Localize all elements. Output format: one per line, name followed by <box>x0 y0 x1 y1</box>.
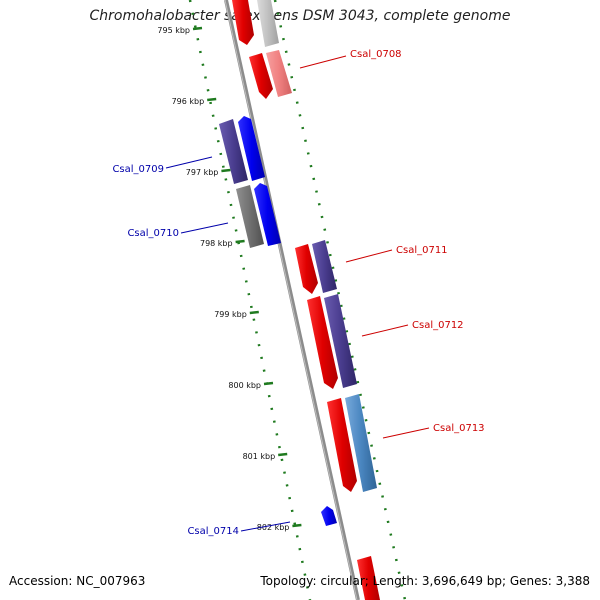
gene-feature[interactable] <box>266 50 292 97</box>
genome-backbone <box>224 0 360 600</box>
gene-feature[interactable] <box>345 394 377 492</box>
gene-leader-line <box>165 156 213 169</box>
genome-title: Chromohalobacter salexigens DSM 3043, co… <box>89 8 511 24</box>
tick-mark <box>192 26 203 31</box>
gene-label[interactable]: Csal_0714 <box>187 526 239 537</box>
gene-feature[interactable] <box>254 183 281 246</box>
tick-mark <box>278 452 288 457</box>
gene-leader-line <box>345 249 393 263</box>
tick-label: 796 kbp <box>172 97 205 106</box>
tick-mark <box>221 168 231 173</box>
gene-label[interactable]: Csal_0712 <box>412 320 464 331</box>
gene-leader-line <box>180 222 229 234</box>
gene-feature[interactable] <box>327 398 357 492</box>
gene-leader-line <box>240 521 291 532</box>
gene-feature[interactable] <box>232 0 254 45</box>
gene-label[interactable]: Csal_0711 <box>396 245 448 256</box>
gene-label[interactable]: Csal_0713 <box>433 423 485 434</box>
tick-mark <box>249 310 259 315</box>
gene-feature[interactable] <box>357 556 380 600</box>
gene-label[interactable]: Csal_0708 <box>350 49 402 60</box>
tick-mark <box>292 523 302 528</box>
gene-feature[interactable] <box>257 0 279 47</box>
gene-feature[interactable] <box>249 53 273 99</box>
gene-feature[interactable] <box>321 506 337 526</box>
tick-label: 801 kbp <box>243 452 276 461</box>
gene-feature[interactable] <box>312 240 337 293</box>
tick-label: 800 kbp <box>228 381 261 390</box>
tick-label: 797 kbp <box>186 168 219 177</box>
accession-text: Accession: NC_007963 <box>9 574 146 588</box>
gene-feature[interactable] <box>238 116 265 181</box>
tick-label: 799 kbp <box>214 310 247 319</box>
genome-summary-text: Topology: circular; Length: 3,696,649 bp… <box>260 574 590 588</box>
tick-label: 802 kbp <box>257 523 290 532</box>
gene-label[interactable]: Csal_0709 <box>112 164 164 175</box>
gene-leader-line <box>361 324 409 337</box>
tick-label: 798 kbp <box>200 239 233 248</box>
gene-labels: Csal_0708 Csal_0709 Csal_0710 Csal_0711 Csal… <box>112 49 484 537</box>
gene-feature[interactable] <box>307 296 338 389</box>
gene-leader-line <box>382 427 430 439</box>
gene-feature[interactable] <box>295 244 318 294</box>
genome-backbone-highlight <box>224 0 358 600</box>
gene-feature[interactable] <box>219 119 248 184</box>
gene-feature[interactable] <box>324 294 357 388</box>
tick-mark <box>207 97 217 102</box>
tick-mark <box>235 239 245 244</box>
tick-label: 795 kbp <box>157 26 190 35</box>
coordinate-ticks: 795 kbp 796 kbp 797 kbp 798 kbp 799 kbp 800 k… <box>157 26 302 532</box>
gene-leader-line <box>299 55 347 69</box>
tick-mark <box>263 381 274 386</box>
gene-label[interactable]: Csal_0710 <box>127 228 179 239</box>
gene-feature[interactable] <box>236 185 264 248</box>
